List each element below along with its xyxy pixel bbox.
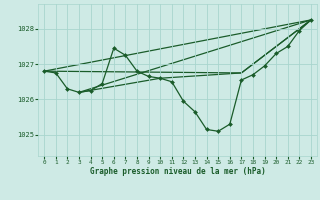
X-axis label: Graphe pression niveau de la mer (hPa): Graphe pression niveau de la mer (hPa) (90, 167, 266, 176)
